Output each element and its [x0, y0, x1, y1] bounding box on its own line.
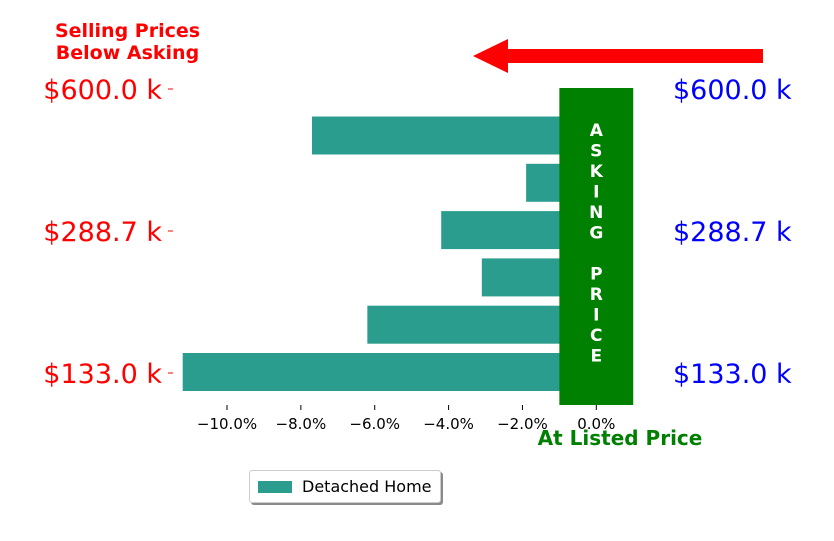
bar	[311, 116, 597, 155]
legend: Detached Home	[249, 470, 441, 503]
y-tick-label-right: $133.0 k	[673, 359, 792, 390]
legend-label: Detached Home	[302, 477, 432, 496]
asking-price-letter: N	[589, 203, 603, 223]
y-tick-label-right: $288.7 k	[673, 217, 792, 248]
asking-price-letter: A	[590, 121, 604, 141]
x-tick-label: −4.0%	[423, 415, 474, 433]
legend-swatch	[258, 480, 292, 493]
left-arrow-icon	[473, 39, 763, 73]
asking-price-letter: R	[590, 285, 603, 305]
below-asking-annotation: Selling Prices Below Asking	[54, 20, 201, 64]
x-tick-label: −8.0%	[276, 415, 327, 433]
bar	[367, 305, 597, 344]
y-tick-label-left: $600.0 k	[43, 75, 162, 106]
bars-group	[182, 116, 597, 391]
at-listed-price-annotation: At Listed Price	[537, 426, 703, 450]
y-axis-left: $133.0 k $288.7 k $600.0 k	[43, 75, 173, 390]
x-tick-label: −10.0%	[197, 415, 257, 433]
y-tick-label-left: $288.7 k	[43, 217, 162, 248]
x-tick-label: 0.0%	[577, 415, 615, 433]
x-tick-label: −6.0%	[349, 415, 400, 433]
bar	[182, 353, 597, 391]
asking-price-band	[559, 88, 634, 405]
x-tick-label: −2.0%	[497, 415, 548, 433]
asking-price-letter: G	[589, 224, 603, 244]
asking-price-letter: C	[590, 326, 602, 346]
asking-price-letter: S	[590, 142, 602, 162]
asking-price-letter: P	[590, 265, 602, 285]
y-tick-label-left: $133.0 k	[43, 359, 162, 390]
asking-price-letter: K	[590, 162, 604, 182]
asking-price-letter: I	[593, 306, 599, 326]
y-axis-right: $133.0 k $288.7 k $600.0 k	[673, 75, 792, 390]
asking-price-letter: E	[590, 347, 602, 367]
asking-price-letter: I	[593, 183, 599, 203]
x-axis: −10.0% −8.0% −6.0% −4.0% −2.0% 0.0%	[197, 405, 615, 433]
y-tick-label-right: $600.0 k	[673, 75, 792, 106]
